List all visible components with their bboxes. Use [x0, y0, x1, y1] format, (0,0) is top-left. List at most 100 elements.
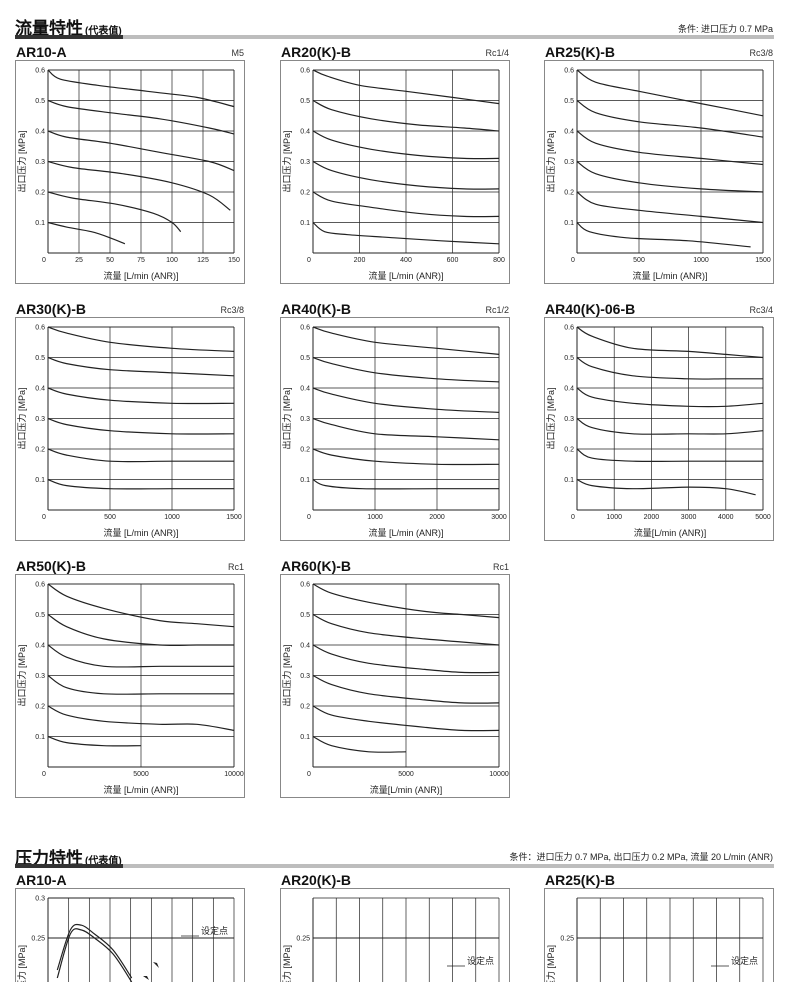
y-tick-label: 0.4	[35, 386, 45, 393]
x-axis-label: 流量 [L/min (ANR)]	[368, 527, 443, 538]
chart-frame	[16, 61, 245, 284]
y-axis-label: 出口压力 [MPa]	[281, 945, 292, 982]
x-tick-label: 1500	[226, 514, 242, 521]
y-tick-label: 0.5	[300, 612, 310, 619]
y-tick-label: 0.3	[300, 673, 310, 680]
y-tick-label: 0.2	[35, 447, 45, 454]
series-line	[313, 388, 499, 412]
x-tick-label: 0	[42, 257, 46, 264]
chart-frame	[16, 575, 245, 798]
series-line	[48, 480, 234, 489]
y-tick-label: 0.5	[35, 355, 45, 362]
y-tick-label: 0.3	[35, 416, 45, 423]
series-line	[48, 737, 141, 746]
pressure-section-condition: 条件：进口压力 0.7 MPa, 出口压力 0.2 MPa, 流量 20 L/m…	[509, 850, 773, 863]
y-tick-label: 0.4	[300, 129, 310, 136]
chart-port-size: Rc1/4	[485, 48, 509, 58]
series-line	[577, 419, 763, 435]
x-axis-label: 流量 [L/min (ANR)]	[103, 527, 178, 538]
series-line	[577, 327, 763, 358]
chart-frame	[545, 889, 774, 982]
chart-title: AR60(K)-B	[281, 558, 351, 574]
y-tick-label: 0.6	[35, 325, 45, 332]
x-tick-label: 0	[307, 514, 311, 521]
series-line	[577, 162, 763, 193]
x-tick-label: 125	[197, 257, 209, 264]
y-tick-label: 0.3	[300, 416, 310, 423]
chart-frame	[281, 318, 510, 541]
pressure-section-divider	[15, 864, 774, 868]
x-tick-label: 1000	[164, 514, 180, 521]
series-line	[313, 480, 499, 489]
y-tick-label: 0.5	[300, 355, 310, 362]
flow-section-condition: 条件: 进口压力 0.7 MPa	[678, 22, 773, 35]
x-tick-label: 2000	[429, 514, 445, 521]
x-axis-label: 流量 [L/min (ANR)]	[368, 270, 443, 281]
y-tick-label: 0.2	[35, 704, 45, 711]
y-axis-label: 出口压力 [MPa]	[16, 644, 27, 706]
chart-header: AR10-A	[15, 872, 245, 888]
y-tick-label: 0.1	[300, 220, 310, 227]
y-tick-label: 0.2	[300, 190, 310, 197]
x-tick-label: 3000	[681, 514, 697, 521]
series-line	[577, 480, 756, 495]
x-tick-label: 2000	[644, 514, 660, 521]
x-axis-label: 流量 [L/min (ANR)]	[103, 270, 178, 281]
y-tick-label: 0.2	[300, 704, 310, 711]
series-line	[313, 737, 406, 753]
y-tick-label: 0.25	[31, 936, 45, 943]
x-tick-label: 0	[571, 257, 575, 264]
series-line	[48, 223, 125, 244]
chart-title: AR40(K)-B	[281, 301, 351, 317]
series-line	[313, 358, 499, 382]
series-line	[48, 449, 234, 462]
series-line	[577, 101, 763, 138]
chart-title: AR20(K)-B	[281, 44, 351, 60]
y-tick-label: 0.6	[564, 325, 574, 332]
x-tick-label: 1000	[606, 514, 622, 521]
chart-port-size: Rc3/8	[749, 48, 773, 58]
series-line	[313, 327, 499, 354]
chart-title: AR20(K)-B	[281, 872, 351, 888]
y-tick-label: 0.1	[35, 734, 45, 741]
chart-header: AR20(K)-B	[280, 872, 510, 888]
chart-frame	[281, 575, 510, 798]
series-line	[48, 327, 234, 351]
y-tick-label: 0.5	[564, 98, 574, 105]
x-tick-label: 50	[106, 257, 114, 264]
series-line	[313, 419, 499, 440]
series-line	[577, 70, 763, 116]
y-tick-label: 0.2	[300, 447, 310, 454]
y-axis-label: 出口压力 [MPa]	[545, 130, 556, 192]
x-tick-label: 5000	[755, 514, 771, 521]
x-tick-label: 3000	[491, 514, 507, 521]
direction-arrow	[143, 976, 149, 980]
chart-port-size: Rc3/4	[749, 305, 773, 315]
y-tick-label: 0.2	[564, 447, 574, 454]
y-tick-label: 0.1	[35, 220, 45, 227]
y-tick-label: 0.5	[35, 612, 45, 619]
set-point-annotation: 设定点	[731, 955, 758, 966]
chart-title: AR25(K)-B	[545, 872, 615, 888]
y-tick-label: 0.5	[35, 98, 45, 105]
y-tick-label: 0.1	[35, 477, 45, 484]
y-axis-label: 出口压力 [MPa]	[16, 945, 27, 982]
y-axis-label: 出口压力 [MPa]	[545, 387, 556, 449]
y-tick-label: 0.5	[300, 98, 310, 105]
y-tick-label: 0.6	[35, 68, 45, 75]
y-tick-label: 0.3	[564, 159, 574, 166]
x-axis-label: 流量 [L/min (ANR)]	[103, 784, 178, 795]
y-tick-label: 0.3	[35, 673, 45, 680]
chart-port-size: M5	[231, 48, 244, 58]
